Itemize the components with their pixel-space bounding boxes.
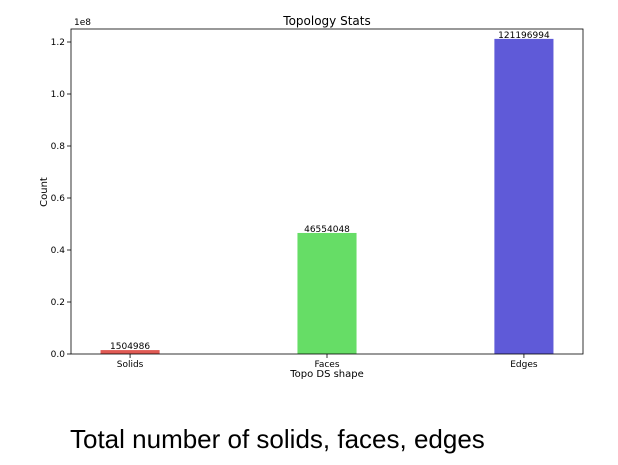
x-axis-label: Topo DS shape	[289, 369, 364, 380]
y-tick-label: 0.8	[51, 142, 66, 152]
bar-solids	[100, 350, 160, 354]
bars	[100, 38, 554, 354]
y-tick-label: 0.2	[51, 298, 65, 308]
bar-faces	[297, 232, 357, 354]
bar-value-label: 121196994	[498, 31, 550, 41]
y-scale-label: 1e8	[74, 18, 91, 28]
x-tick-label: Solids	[117, 360, 144, 370]
y-tick-label: 0.4	[51, 246, 66, 256]
x-tick-label: Faces	[314, 360, 339, 370]
y-tick-label: 1.2	[51, 38, 65, 48]
chart-title: Topology Stats	[282, 14, 370, 28]
y-axis-label: Count	[39, 177, 50, 207]
y-tick-label: 1.0	[51, 90, 66, 100]
plot-frame	[70, 28, 584, 355]
y-tick-label: 0.6	[51, 194, 66, 204]
bar-edges	[494, 38, 554, 354]
bar-value-label: 1504986	[110, 342, 150, 352]
y-axis-ticks: 0.0 0.2 0.4 0.6 0.8 1.0 1.2	[51, 38, 71, 360]
figure-caption: Total number of solids, faces, edges	[70, 424, 485, 454]
bar-value-label: 46554048	[304, 225, 350, 235]
bar-chart: 0.0 0.2 0.4 0.6 0.8 1.0 1.2 Solids Faces Edges 1…	[39, 14, 584, 380]
x-tick-label: Edges	[510, 360, 538, 370]
x-axis-ticks: Solids Faces Edges	[117, 354, 538, 370]
y-tick-label: 0.0	[51, 350, 66, 360]
bar-value-labels: 1504986 46554048 121196994	[110, 31, 550, 352]
